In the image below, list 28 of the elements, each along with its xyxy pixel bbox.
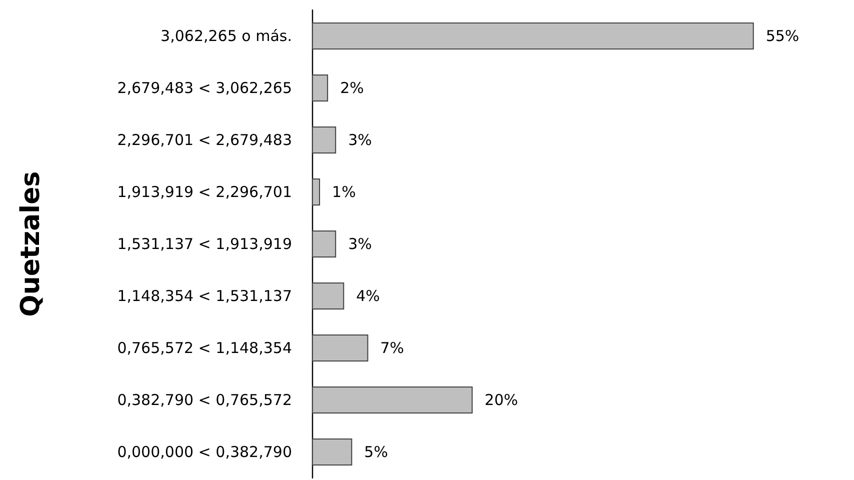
bar — [312, 386, 473, 414]
bar — [312, 282, 344, 310]
bar — [312, 126, 336, 154]
data-label: 20% — [484, 391, 518, 409]
y-tick-label: 0,000,000 < 0,382,790 — [117, 443, 292, 461]
y-tick-label: 1,148,354 < 1,531,137 — [117, 287, 292, 305]
bar — [312, 230, 336, 258]
y-tick-label: 1,913,919 < 2,296,701 — [117, 183, 292, 201]
y-tick-label: 3,062,265 o más. — [160, 27, 292, 45]
data-label: 2% — [340, 79, 364, 97]
bar — [312, 178, 320, 206]
y-tick-label: 1,531,137 < 1,913,919 — [117, 235, 292, 253]
bar — [312, 22, 754, 50]
data-label: 55% — [766, 27, 800, 45]
y-tick-label: 2,296,701 < 2,679,483 — [117, 131, 292, 149]
data-label: 3% — [348, 235, 372, 253]
data-label: 4% — [356, 287, 380, 305]
data-label: 5% — [364, 443, 388, 461]
y-tick-label: 0,382,790 < 0,765,572 — [117, 391, 292, 409]
data-label: 1% — [332, 183, 356, 201]
bar — [312, 438, 352, 466]
data-label: 7% — [380, 339, 404, 357]
data-label: 3% — [348, 131, 372, 149]
y-axis-title: Quetzales — [16, 171, 46, 317]
bar — [312, 334, 368, 362]
y-tick-label: 2,679,483 < 3,062,265 — [117, 79, 292, 97]
y-tick-label: 0,765,572 < 1,148,354 — [117, 339, 292, 357]
bar — [312, 74, 328, 102]
